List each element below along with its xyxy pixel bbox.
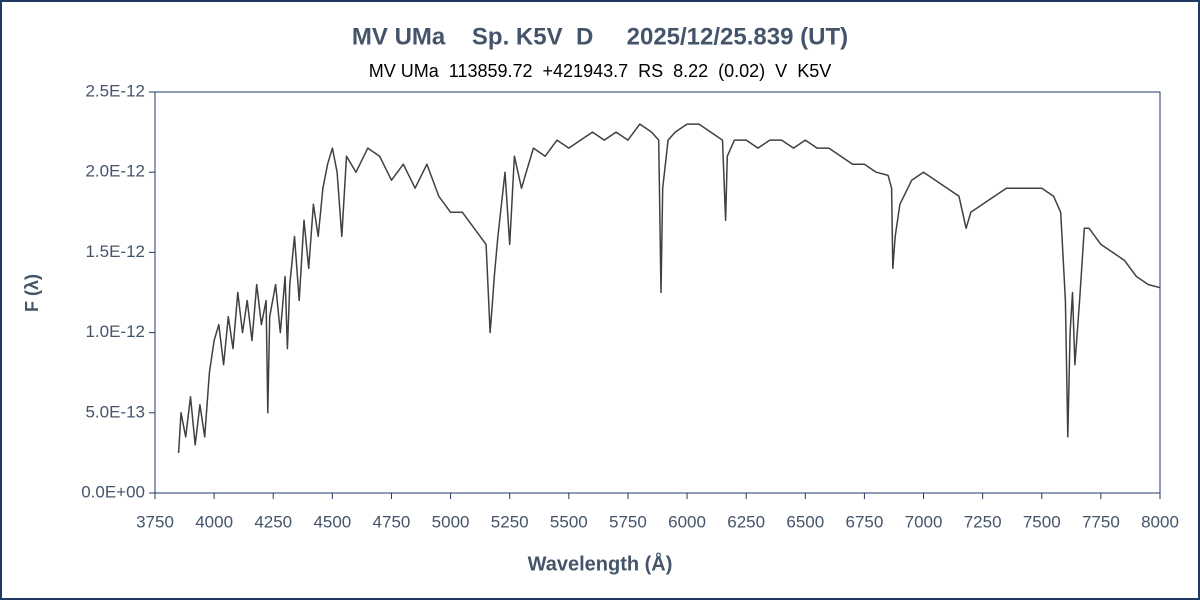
- y-tick-label: 1.5E-12: [85, 242, 145, 261]
- x-tick-label: 7500: [1023, 512, 1061, 531]
- x-tick-label: 7750: [1082, 512, 1120, 531]
- y-axis-label: F (λ): [22, 274, 42, 312]
- chart-title: MV UMa Sp. K5V D 2025/12/25.839 (UT): [352, 23, 848, 50]
- chart-subtitle: MV UMa 113859.72 +421943.7 RS 8.22 (0.02…: [369, 61, 831, 81]
- x-tick-label: 5500: [550, 512, 588, 531]
- x-tick-label: 6750: [845, 512, 883, 531]
- x-tick-label: 6000: [668, 512, 706, 531]
- plot-area: [154, 91, 1161, 494]
- y-tick-label: 5.0E-13: [85, 402, 145, 421]
- y-tick-label: 2.5E-12: [85, 81, 145, 100]
- x-tick-label: 5750: [609, 512, 647, 531]
- x-tick-label: 4500: [313, 512, 351, 531]
- x-tick-label: 5000: [432, 512, 470, 531]
- x-tick-label: 4750: [373, 512, 411, 531]
- x-tick-label: 4000: [195, 512, 233, 531]
- x-tick-label: 7250: [964, 512, 1002, 531]
- x-axis-label: Wavelength (Å): [528, 551, 673, 575]
- x-tick-label: 4250: [254, 512, 292, 531]
- x-tick-label: 6500: [786, 512, 824, 531]
- x-tick-label: 5250: [491, 512, 529, 531]
- x-tick-label: 6250: [727, 512, 765, 531]
- y-tick-label: 1.0E-12: [85, 322, 145, 341]
- y-tick-label: 2.0E-12: [85, 162, 145, 181]
- x-tick-label: 3750: [136, 512, 174, 531]
- x-tick-label: 8000: [1141, 512, 1179, 531]
- x-tick-label: 7000: [905, 512, 943, 531]
- y-tick-label: 0.0E+00: [81, 482, 145, 501]
- spectrum-line: [177, 123, 1161, 453]
